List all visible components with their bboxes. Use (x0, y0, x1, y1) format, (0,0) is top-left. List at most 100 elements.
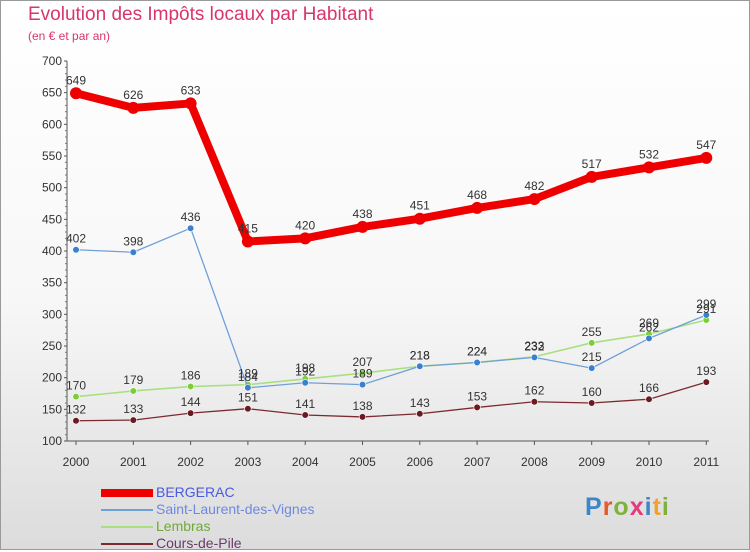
data-point (358, 369, 367, 377)
data-label: 189 (238, 367, 258, 381)
y-tick-label: 300 (42, 307, 62, 321)
data-label: 218 (410, 348, 430, 362)
legend-label: Cours-de-Pile (156, 535, 242, 551)
data-label: 398 (123, 234, 143, 248)
data-label: 162 (524, 384, 544, 398)
data-label: 224 (467, 344, 487, 358)
y-tick-label: 100 (42, 434, 62, 448)
legend-label: BERGERAC (156, 484, 235, 500)
data-label: 144 (181, 395, 201, 409)
data-point (643, 161, 655, 174)
x-tick-label: 2001 (120, 455, 147, 469)
data-point (416, 410, 424, 418)
data-label: 415 (238, 222, 258, 236)
data-point (645, 395, 653, 403)
y-tick-label: 700 (42, 54, 62, 68)
data-point (299, 232, 312, 245)
y-tick-label: 150 (42, 402, 62, 416)
legend-swatch (101, 525, 153, 528)
data-point (70, 87, 82, 100)
data-label: 420 (295, 218, 315, 232)
data-point (72, 417, 80, 425)
data-point (585, 170, 598, 183)
data-point (416, 362, 424, 370)
logo-letter: i (661, 493, 670, 521)
data-label: 184 (238, 370, 258, 384)
y-tick-label: 350 (42, 276, 62, 290)
data-point (358, 381, 367, 389)
data-label: 166 (639, 381, 659, 395)
data-label: 517 (582, 157, 602, 171)
data-point (127, 101, 140, 114)
chart-subtitle: (en € et par an) (28, 29, 111, 43)
legend-label: Lembras (156, 518, 211, 534)
data-point (356, 220, 369, 233)
x-tick-label: 2000 (63, 455, 90, 469)
data-point (358, 413, 367, 421)
logo-letter: t (652, 493, 662, 521)
data-point (129, 387, 137, 395)
data-point (588, 364, 596, 372)
x-tick-label: 2009 (578, 455, 605, 469)
data-label: 141 (295, 397, 315, 411)
y-tick-label: 250 (42, 339, 62, 353)
x-tick-label: 2006 (406, 455, 433, 469)
y-tick-label: 600 (42, 117, 62, 131)
y-tick-label: 650 (42, 86, 62, 100)
data-label: 438 (352, 207, 372, 221)
y-tick-label: 450 (42, 212, 62, 226)
data-label: 532 (639, 147, 659, 161)
data-label: 436 (181, 210, 201, 224)
data-point (72, 393, 80, 401)
data-label: 233 (524, 339, 544, 353)
data-point (187, 409, 195, 417)
data-label: 402 (66, 232, 86, 246)
data-point (301, 379, 309, 387)
y-tick-label: 400 (42, 244, 62, 258)
y-tick-label: 550 (42, 149, 62, 163)
series-line-cours-de-pile (75, 381, 707, 422)
data-point (530, 398, 539, 406)
data-point (471, 201, 484, 214)
series-line-saint-laurent-des-vignes (75, 227, 707, 389)
data-label: 207 (352, 355, 372, 369)
data-label: 224 (467, 344, 487, 358)
data-label: 451 (410, 199, 430, 213)
data-point (702, 378, 710, 386)
proxiti-logo: Proxiti (585, 493, 670, 522)
data-point (702, 311, 710, 319)
data-label: 482 (524, 179, 544, 193)
data-label: 468 (467, 188, 487, 202)
data-point (187, 224, 195, 232)
legend-swatch (101, 508, 153, 511)
x-tick-label: 2011 (693, 455, 719, 469)
legend-label: Saint-Laurent-des-Vignes (156, 501, 315, 517)
data-point (700, 151, 713, 164)
data-label: 626 (123, 88, 143, 102)
x-tick-label: 2007 (464, 455, 491, 469)
data-point (301, 411, 309, 419)
data-point (184, 97, 197, 110)
data-point (413, 212, 426, 225)
data-point (473, 403, 481, 412)
data-label: 143 (410, 396, 430, 410)
chart-title: Evolution des Impôts locaux par Habitant (28, 4, 374, 25)
data-label: 262 (639, 320, 659, 334)
data-label: 193 (696, 364, 716, 378)
x-tick-label: 2002 (177, 455, 204, 469)
x-tick-label: 2010 (636, 455, 663, 469)
data-point (241, 235, 254, 248)
y-tick-label: 200 (42, 371, 62, 385)
data-point (588, 399, 596, 407)
data-label: 649 (66, 73, 86, 87)
logo-letter: P (585, 493, 603, 521)
x-tick-label: 2005 (349, 455, 376, 469)
data-point (72, 246, 80, 254)
data-label: 255 (582, 325, 602, 339)
data-point (530, 353, 539, 362)
data-label: 138 (352, 399, 372, 413)
data-label: 192 (295, 365, 315, 379)
data-label: 179 (123, 373, 143, 387)
